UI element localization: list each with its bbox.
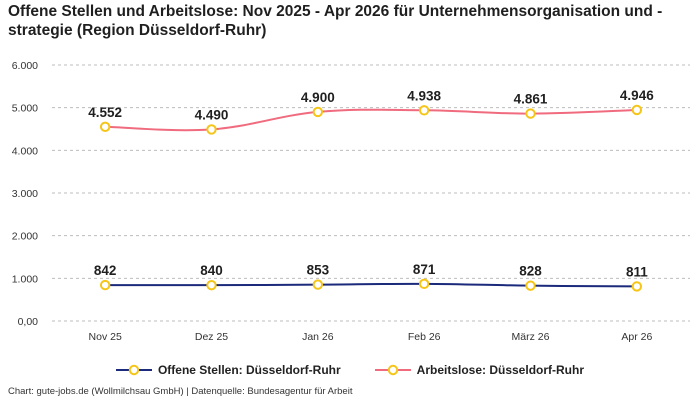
data-point: [418, 105, 430, 116]
data-label: 811: [626, 264, 648, 279]
legend-swatch-offene-stellen: [115, 364, 152, 376]
series-line-1: [105, 108, 637, 132]
y-tick-label: 4.000: [12, 145, 38, 157]
data-label: 828: [519, 264, 542, 279]
data-point: [206, 279, 217, 291]
data-point: [631, 104, 643, 116]
legend-swatch-arbeitslose: [374, 364, 411, 376]
x-tick-label: Apr 26: [621, 331, 652, 343]
chart-caption: Chart: gute-jobs.de (Wollmilchsau GmbH) …: [8, 386, 353, 397]
y-tick-label: 5.000: [12, 103, 38, 115]
data-point: [631, 281, 643, 292]
data-label: 4.552: [88, 105, 122, 120]
legend-label-offene-stellen: Offene Stellen: Düsseldorf-Ruhr: [157, 363, 341, 377]
legend: Offene Stellen: Düsseldorf-Ruhr Arbeitsl…: [0, 360, 700, 380]
legend-item-arbeitslose[interactable]: Arbeitslose: Düsseldorf-Ruhr: [374, 363, 585, 377]
data-point: [312, 106, 324, 118]
data-point: [525, 280, 536, 291]
y-tick-label: 3.000: [12, 188, 38, 200]
x-tick-label: Jan 26: [302, 331, 334, 343]
legend-label-arbeitslose: Arbeitslose: Düsseldorf-Ruhr: [416, 363, 585, 377]
data-point: [99, 121, 111, 132]
x-tick-label: Dez 25: [195, 331, 228, 343]
data-label: 4.861: [514, 92, 548, 107]
data-point: [206, 124, 217, 135]
x-tick-label: März 26: [512, 331, 550, 343]
data-label: 4.938: [407, 88, 441, 103]
data-label: 4.900: [301, 90, 335, 105]
data-point: [312, 279, 324, 290]
data-label: 840: [200, 263, 223, 278]
data-point: [99, 279, 111, 291]
y-tick-label: 6.000: [12, 60, 38, 72]
data-label: 4.490: [195, 107, 229, 122]
y-tick-label: 1.000: [12, 273, 38, 285]
x-tick-label: Nov 25: [89, 331, 122, 343]
chart-title: Offene Stellen und Arbeitslose: Nov 2025…: [8, 3, 663, 39]
data-point: [525, 108, 536, 119]
data-label: 842: [94, 263, 117, 278]
data-point: [418, 278, 430, 290]
data-label: 853: [307, 263, 330, 278]
x-tick-label: Feb 26: [408, 331, 441, 343]
legend-item-offene-stellen[interactable]: Offene Stellen: Düsseldorf-Ruhr: [115, 363, 341, 377]
data-label: 4.946: [620, 88, 654, 103]
series-line-0: [105, 282, 637, 288]
y-tick-label: 2.000: [12, 231, 38, 243]
y-tick-label: 0,00: [18, 316, 39, 328]
data-label: 871: [413, 262, 436, 277]
